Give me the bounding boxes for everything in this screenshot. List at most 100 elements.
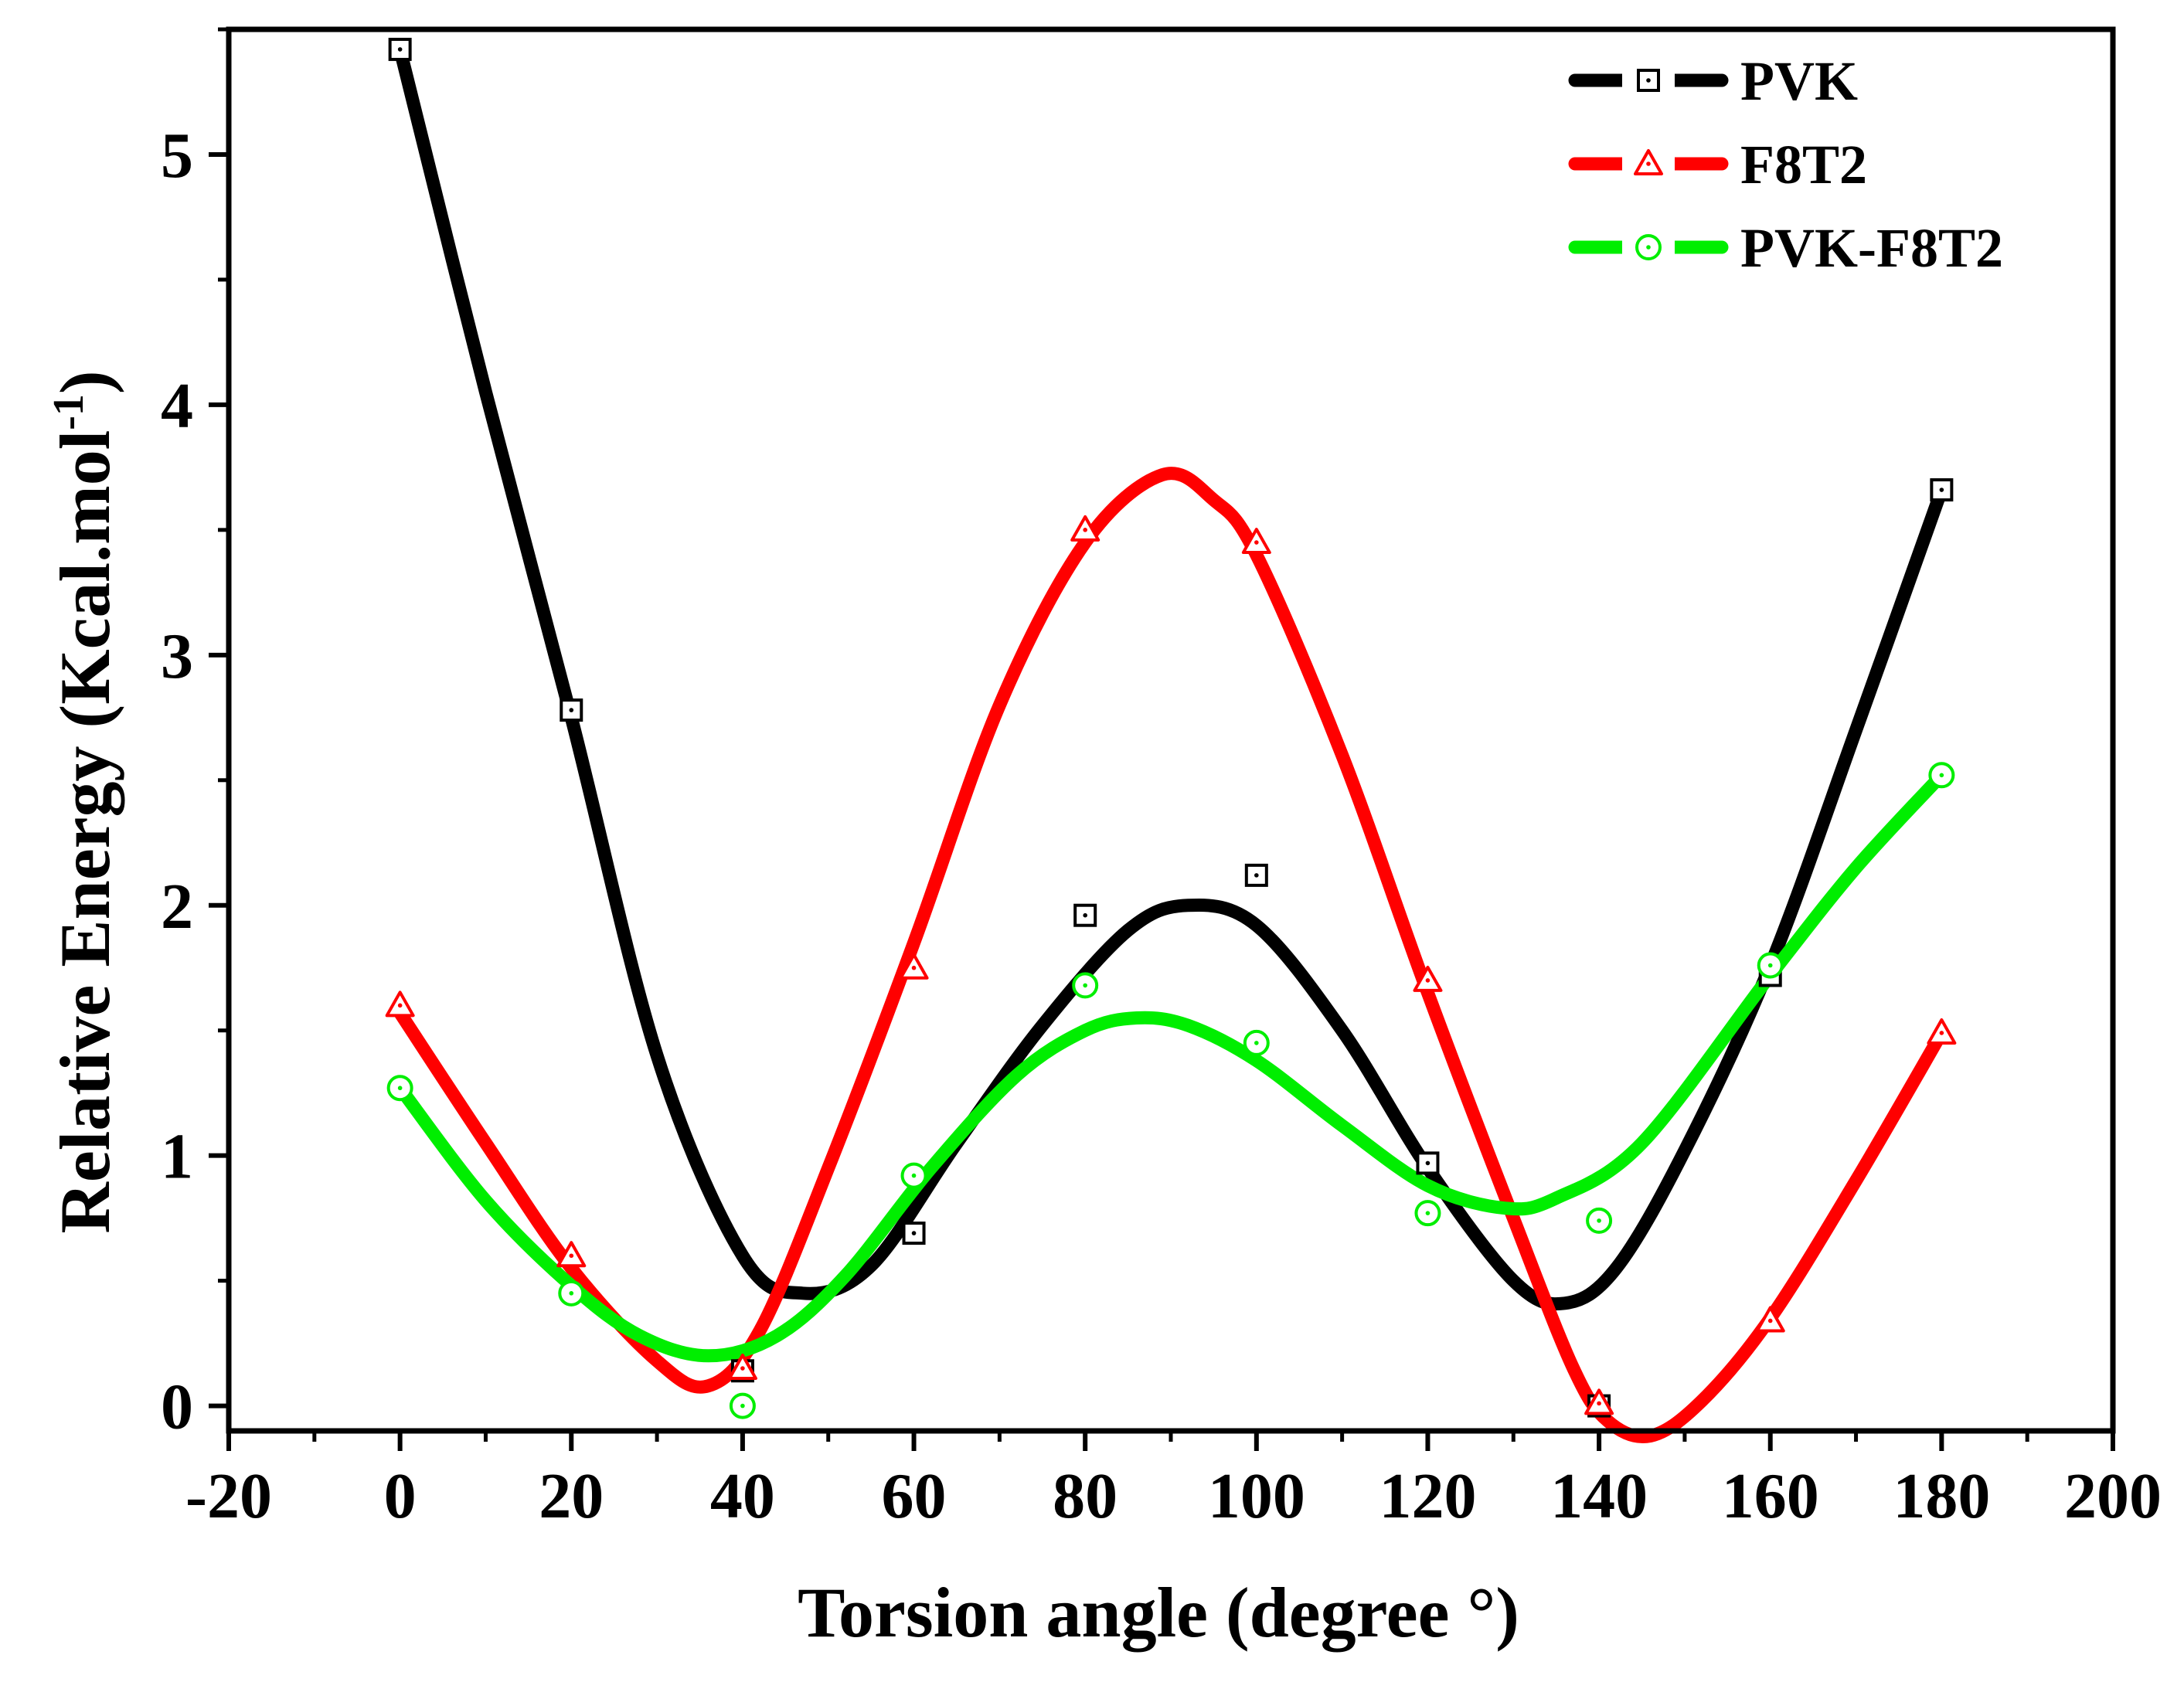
series-markers [385,37,1957,1419]
marker-center-dot [1646,161,1651,166]
marker-center-dot [397,1003,403,1008]
legend-marker [1637,69,1660,92]
data-point-pvk [1244,863,1268,887]
marker-square-shape [388,37,412,61]
marker-center-dot [1767,963,1773,968]
marker-square-shape [1637,69,1660,92]
x-tick-label: 80 [1053,1460,1118,1532]
data-point-f8t2 [1755,1306,1785,1333]
marker-center-dot [1425,1160,1430,1166]
x-tick-label: 160 [1722,1460,1819,1532]
y-tick-label: 0 [161,1371,193,1443]
data-point-pvk-f8t2 [1586,1207,1613,1234]
marker-center-dot [1083,983,1087,988]
data-point-pvk [1073,903,1097,927]
x-tick-label: 60 [882,1460,947,1532]
marker-center-dot [1254,1041,1259,1045]
y-tick-label: 2 [161,871,193,943]
marker-center-dot [1646,245,1651,250]
data-point-f8t2 [556,1241,587,1268]
data-point-pvk [1930,478,1954,502]
data-point-pvk-f8t2 [386,1075,413,1102]
marker-square-shape [902,1222,926,1245]
marker-center-dot [1767,1318,1773,1324]
y-tick-label: 1 [161,1121,193,1193]
marker-center-dot [911,1231,917,1235]
legend-label: F8T2 [1740,134,1867,195]
x-tick-label: 40 [710,1460,775,1532]
y-tick-label: 5 [161,120,193,192]
legend-item-pvk-f8t2: PVK-F8T2 [1568,217,2003,279]
marker-center-dot [1939,1031,1944,1035]
marker-center-dot [1425,1211,1430,1215]
x-axis-ticks: -20 0 20 40 60 80 100 120 140 160 180 200 [185,1431,2162,1532]
marker-center-dot [1646,78,1651,83]
marker-center-dot [1425,978,1430,983]
data-point-f8t2 [1070,515,1101,542]
x-tick-label: 100 [1208,1460,1305,1532]
data-point-f8t2 [1927,1018,1957,1045]
legend: PVK F8T2 PVK-F8T2 [1568,50,2003,279]
x-tick-label: 20 [539,1460,604,1532]
x-tick-label: 120 [1379,1460,1476,1532]
data-point-pvk [560,698,583,722]
legend-label: PVK [1740,50,1858,112]
series-line-pvk [393,42,1948,1311]
marker-center-dot [397,47,403,52]
marker-center-dot [1939,488,1944,492]
data-point-pvk-f8t2 [1414,1200,1441,1227]
marker-center-dot [1083,912,1087,918]
marker-center-dot [911,965,917,970]
x-tick-label: 0 [384,1460,417,1532]
x-tick-label: 140 [1550,1460,1648,1532]
x-tick-label: 200 [2064,1460,2162,1532]
legend-label: PVK-F8T2 [1740,217,2003,279]
data-point-f8t2 [1413,965,1443,992]
data-point-pvk-f8t2 [1757,952,1784,979]
data-point-pvk [388,37,412,61]
marker-center-dot [740,1403,745,1408]
x-tick-label: -20 [185,1460,272,1532]
marker-square-shape [1930,478,1954,502]
marker-center-dot [1939,773,1944,778]
x-axis-title: Torsion angle (degree °) [798,1573,1519,1652]
y-tick-label: 3 [161,620,193,692]
data-point-pvk [1416,1151,1440,1175]
data-point-f8t2 [385,991,415,1018]
series-line-pvk-f8t2 [393,768,1948,1363]
data-point-f8t2 [1584,1388,1614,1415]
x-tick-label: 180 [1893,1460,1990,1532]
y-axis-title: Relative Energy (Kcal.mol-1) [45,370,124,1233]
y-axis-title-superscript: -1 [45,394,93,430]
marker-center-dot [1254,540,1259,545]
marker-center-dot [569,1253,574,1259]
legend-item-pvk: PVK [1568,50,1858,112]
data-point-f8t2 [1241,528,1271,555]
y-axis-ticks: 0 1 2 3 4 5 [161,27,229,1443]
data-point-f8t2 [899,953,929,980]
marker-center-dot [911,1173,917,1178]
data-point-pvk-f8t2 [1243,1029,1270,1056]
marker-center-dot [1597,1218,1601,1223]
data-point-pvk-f8t2 [1928,762,1955,789]
data-point-pvk [902,1222,926,1245]
marker-center-dot [569,708,574,712]
marker-center-dot [740,1366,745,1371]
data-point-pvk-f8t2 [900,1162,927,1189]
y-tick-label: 4 [161,370,193,442]
legend-marker [1634,149,1663,175]
data-point-f8t2 [727,1354,757,1381]
marker-center-dot [569,1291,574,1296]
legend-item-f8t2: F8T2 [1568,134,1867,195]
y-axis-title-close: ) [46,370,124,394]
data-point-pvk-f8t2 [729,1392,756,1419]
series-line-f8t2 [393,467,1948,1443]
y-axis-title-main: Relative Energy (Kcal.mol [46,430,124,1234]
marker-center-dot [1254,873,1259,878]
marker-center-dot [1597,1401,1601,1406]
legend-marker [1635,234,1662,260]
series-curves [393,42,1948,1443]
data-point-pvk-f8t2 [1072,972,1099,999]
marker-center-dot [1083,528,1087,532]
